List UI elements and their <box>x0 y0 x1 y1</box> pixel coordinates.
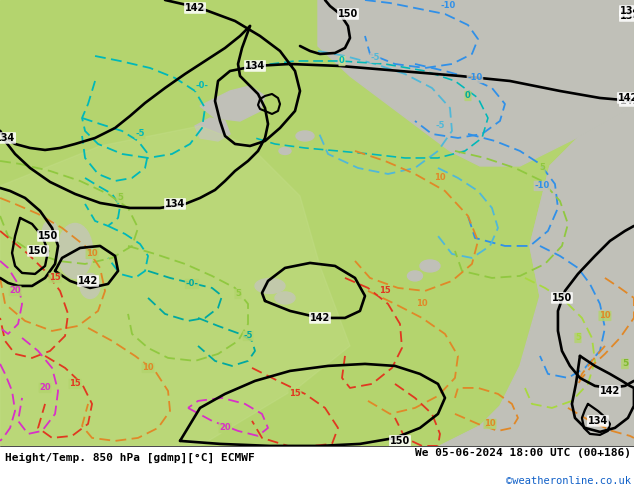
Text: 5: 5 <box>539 164 545 172</box>
Text: 5: 5 <box>235 290 241 298</box>
Text: 10: 10 <box>416 299 428 308</box>
Text: 134: 134 <box>245 61 265 71</box>
Text: 134: 134 <box>0 133 15 143</box>
Text: 5: 5 <box>117 194 123 202</box>
Text: 15: 15 <box>49 273 61 282</box>
Ellipse shape <box>408 271 422 281</box>
Text: -5: -5 <box>135 129 145 139</box>
Text: -10: -10 <box>441 1 456 10</box>
Text: 5: 5 <box>622 360 628 368</box>
Text: -0-: -0- <box>195 81 209 91</box>
Ellipse shape <box>420 260 440 272</box>
Ellipse shape <box>279 147 291 154</box>
Text: 10: 10 <box>142 364 154 372</box>
Text: 150: 150 <box>552 293 572 303</box>
Polygon shape <box>0 126 350 446</box>
Text: 142: 142 <box>310 313 330 323</box>
Polygon shape <box>440 106 634 446</box>
Text: 142: 142 <box>600 386 620 396</box>
Text: 10: 10 <box>599 312 611 320</box>
Text: We 05-06-2024 18:00 UTC (00+186): We 05-06-2024 18:00 UTC (00+186) <box>415 448 631 458</box>
Ellipse shape <box>296 131 314 141</box>
Text: -5: -5 <box>435 122 444 130</box>
Text: 134: 134 <box>588 416 608 426</box>
Ellipse shape <box>80 273 100 298</box>
Text: -0-: -0- <box>186 279 198 289</box>
Text: 15: 15 <box>289 390 301 398</box>
Text: 15: 15 <box>69 379 81 389</box>
Text: -10: -10 <box>467 74 482 82</box>
Text: 15: 15 <box>379 287 391 295</box>
Text: 10: 10 <box>434 173 446 182</box>
Text: 134: 134 <box>620 6 634 16</box>
Text: 20: 20 <box>10 287 21 295</box>
Text: 134: 134 <box>620 11 634 21</box>
Text: Height/Temp. 850 hPa [gdmp][°C] ECMWF: Height/Temp. 850 hPa [gdmp][°C] ECMWF <box>5 453 255 463</box>
Text: -5: -5 <box>243 331 253 341</box>
Text: 10: 10 <box>484 419 496 428</box>
Text: 0: 0 <box>465 92 471 100</box>
Text: 142: 142 <box>618 93 634 103</box>
Text: 142: 142 <box>185 3 205 13</box>
Text: 150: 150 <box>38 231 58 241</box>
Text: 142: 142 <box>78 276 98 286</box>
Text: -10: -10 <box>534 181 550 191</box>
Text: 20: 20 <box>39 383 51 392</box>
Text: 134: 134 <box>165 199 185 209</box>
Text: 150: 150 <box>28 246 48 256</box>
Polygon shape <box>195 118 230 141</box>
Polygon shape <box>200 86 265 121</box>
Text: 0: 0 <box>339 56 345 66</box>
Text: ©weatheronline.co.uk: ©weatheronline.co.uk <box>506 476 631 486</box>
Polygon shape <box>318 0 634 166</box>
Text: 10: 10 <box>86 249 98 258</box>
Text: 20: 20 <box>219 423 231 432</box>
Ellipse shape <box>275 292 295 304</box>
Ellipse shape <box>255 278 285 294</box>
Text: -5: -5 <box>370 53 380 63</box>
Polygon shape <box>440 106 634 446</box>
Text: 150: 150 <box>338 9 358 19</box>
Text: 150: 150 <box>390 436 410 446</box>
Text: 142: 142 <box>620 96 634 106</box>
Ellipse shape <box>42 221 58 241</box>
Ellipse shape <box>58 223 93 278</box>
Text: 5: 5 <box>575 333 581 343</box>
